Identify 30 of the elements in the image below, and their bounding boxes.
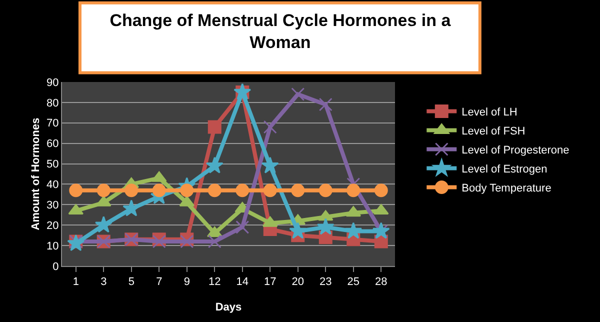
chart-title: Change of Menstrual Cycle Hormones in a Woman [110, 10, 452, 52]
x-tick-label: 7 [156, 276, 162, 288]
y-axis-title: Amount of Hormones [30, 118, 42, 230]
x-tick-label: 9 [184, 276, 190, 288]
y-tick-label: 90 [46, 76, 59, 89]
legend-label: Body Temperature [462, 182, 552, 195]
x-tick-label: 20 [292, 276, 304, 288]
x-tick-label: 5 [128, 276, 134, 288]
y-tick-label: 70 [46, 118, 59, 130]
x-tick-label: 1 [72, 276, 79, 288]
x-tick-label: 14 [236, 276, 249, 288]
y-tick-label: 60 [46, 138, 59, 150]
x-tick-label: 28 [375, 276, 388, 288]
y-tick-label: 40 [46, 179, 59, 192]
x-tick-label: 17 [264, 276, 276, 288]
x-tick-label: 23 [320, 276, 332, 288]
y-tick-label: 0 [52, 260, 59, 273]
x-tick-label: 12 [208, 276, 221, 288]
y-tick-label: 50 [46, 158, 59, 171]
x-tick-label: 25 [347, 276, 360, 288]
y-tick-label: 20 [46, 220, 59, 232]
y-tick-label: 30 [46, 200, 59, 212]
x-tick-label: 3 [100, 276, 107, 288]
legend-label: Level of LH [462, 106, 518, 119]
legend-label: Level of Estrogen [462, 164, 548, 176]
legend-label: Level of Progesterone [462, 144, 570, 157]
x-axis-title: Days [215, 301, 242, 314]
y-tick-label: 10 [46, 240, 59, 252]
legend-label: Level of FSH [462, 126, 526, 138]
y-tick-label: 80 [46, 97, 59, 110]
